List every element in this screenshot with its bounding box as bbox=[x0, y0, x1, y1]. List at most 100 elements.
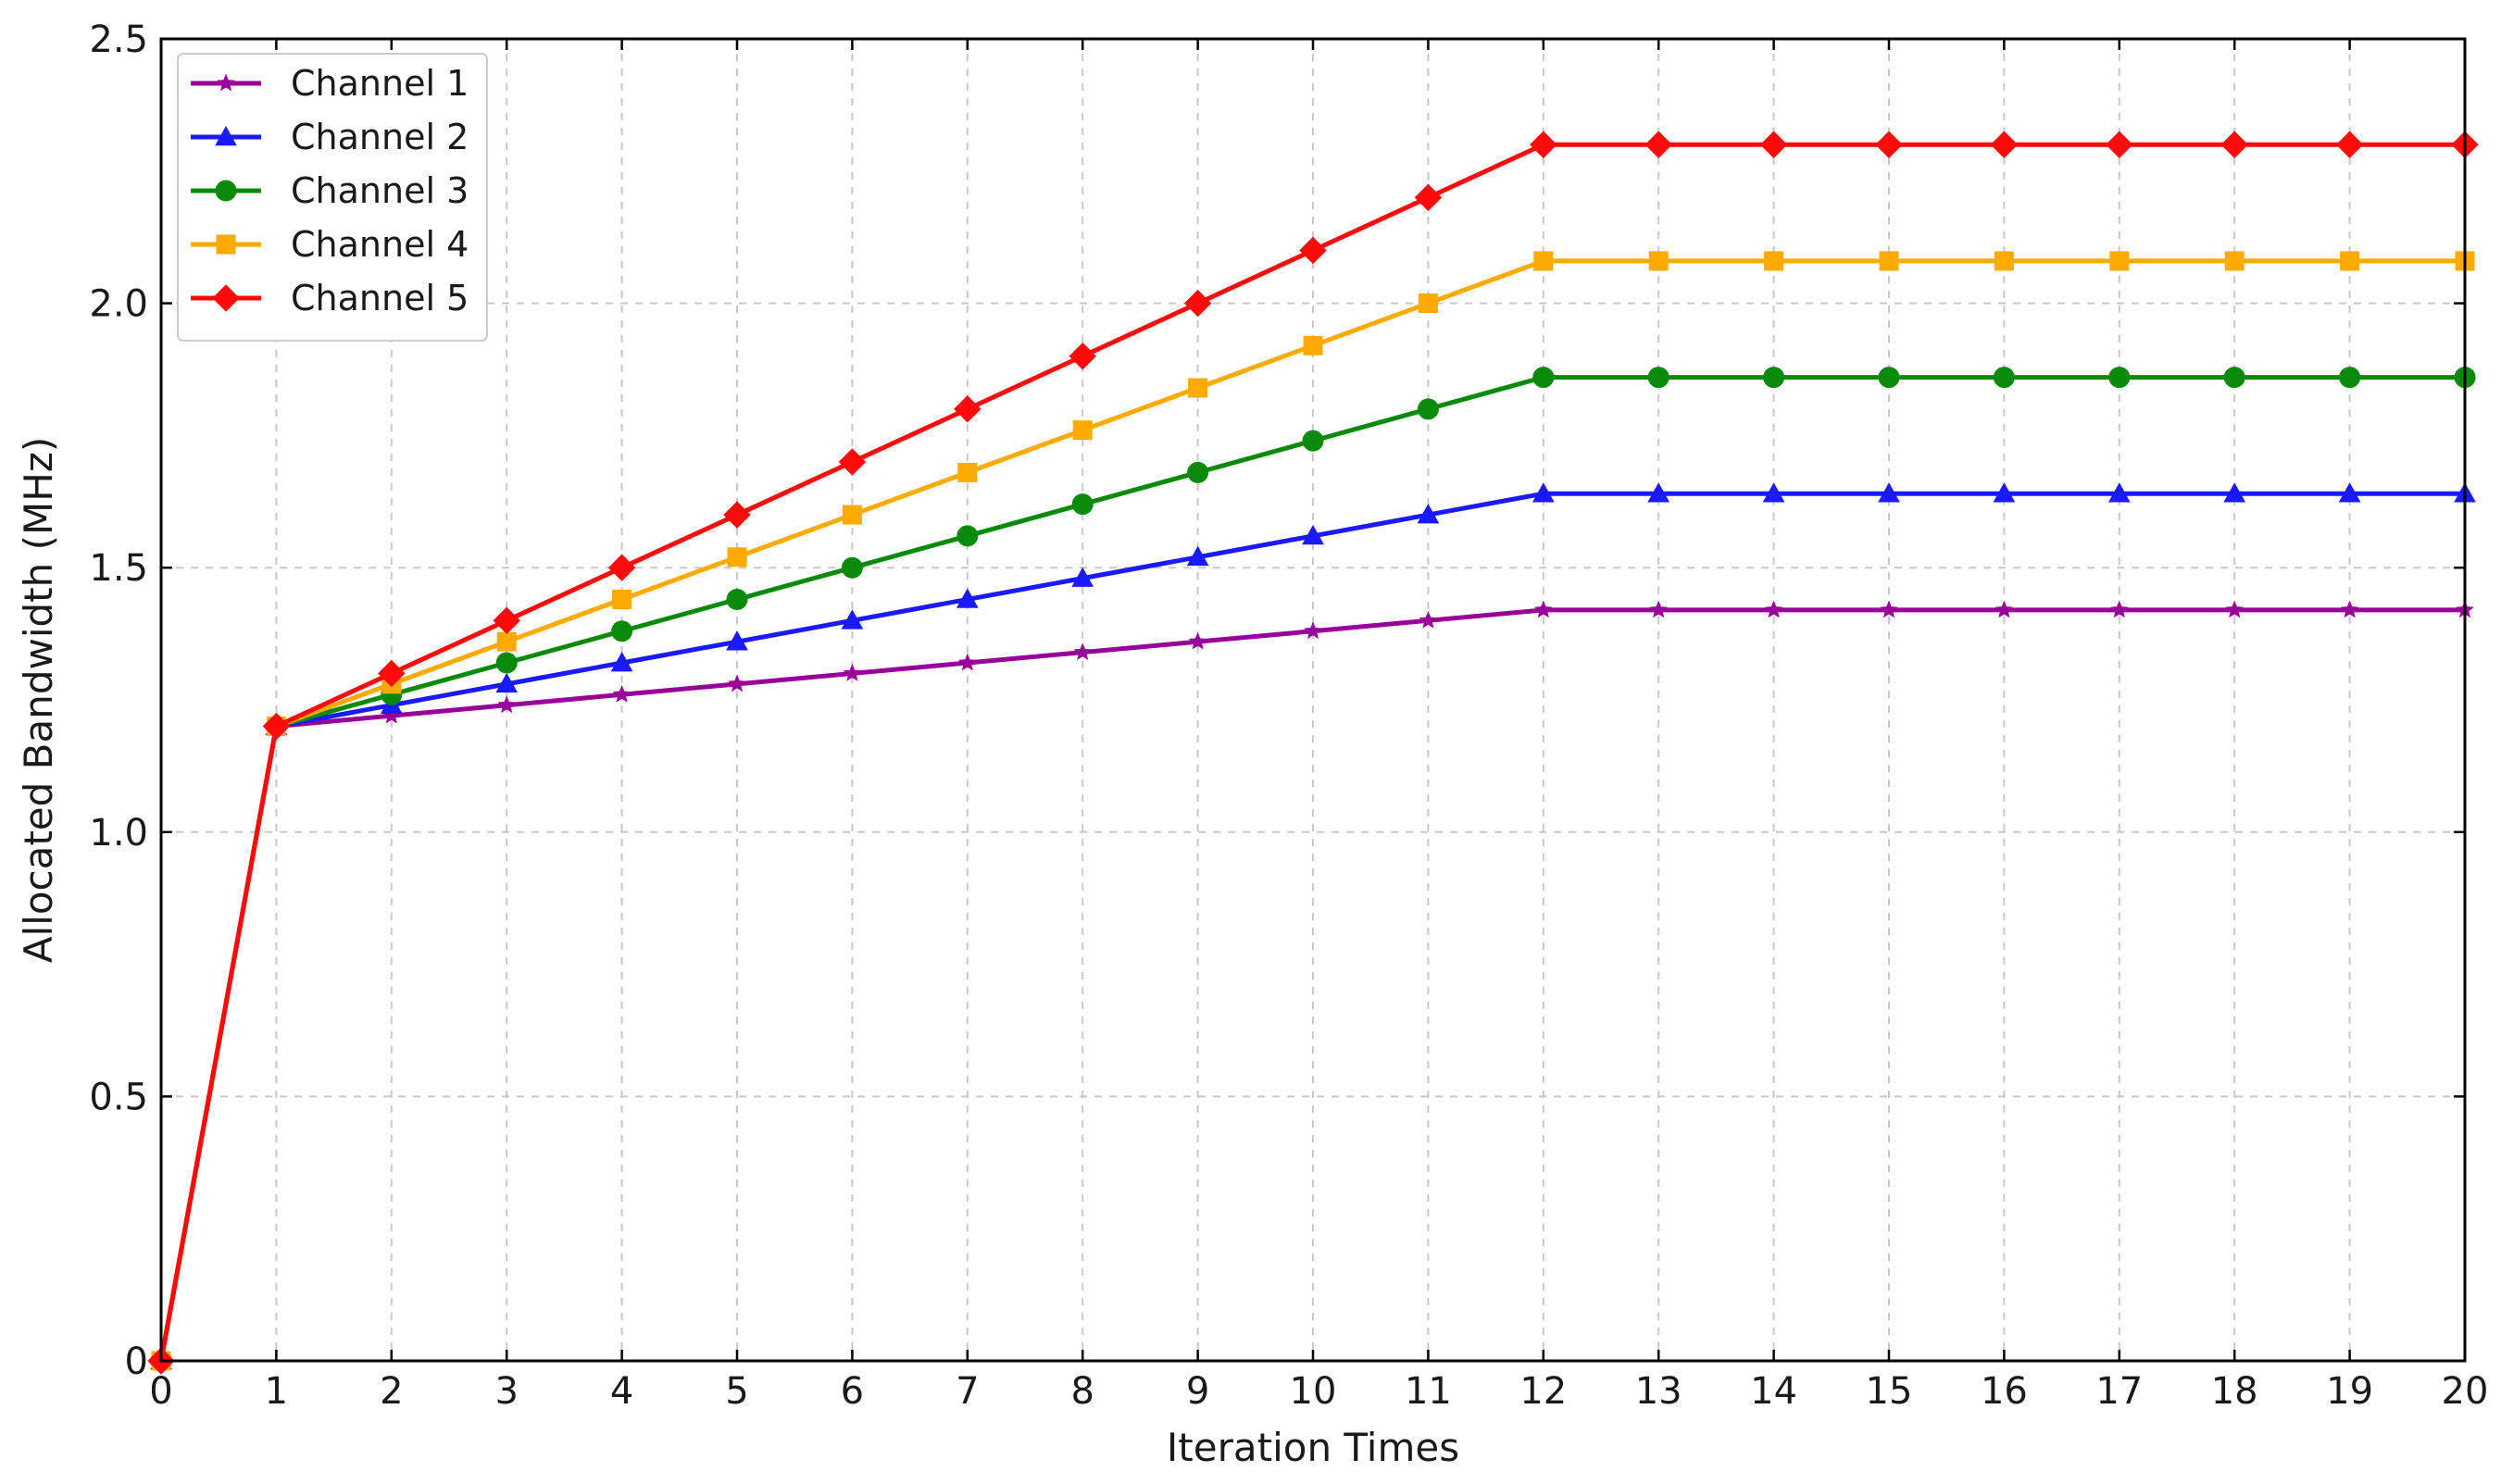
legend-marker bbox=[217, 73, 235, 92]
data-point bbox=[1647, 367, 1669, 389]
grid bbox=[161, 39, 2465, 1361]
data-point bbox=[1530, 131, 1557, 158]
y-tick-label: 1.0 bbox=[89, 812, 148, 854]
data-point bbox=[841, 556, 863, 579]
series-1 bbox=[152, 600, 2474, 1369]
data-point bbox=[841, 609, 864, 630]
data-point bbox=[1648, 251, 1669, 271]
data-point bbox=[1072, 420, 1093, 441]
data-point bbox=[2335, 131, 2364, 158]
data-point bbox=[1303, 335, 1323, 355]
data-point bbox=[1299, 236, 1327, 265]
x-tick-label: 0 bbox=[149, 1370, 172, 1413]
y-tick-label: 1.5 bbox=[89, 547, 148, 590]
data-point bbox=[493, 606, 520, 635]
data-point bbox=[611, 620, 633, 642]
data-point bbox=[1532, 482, 1555, 503]
data-point bbox=[957, 462, 978, 482]
legend-item: Channel 5 bbox=[191, 278, 469, 318]
x-tick-label: 17 bbox=[2095, 1370, 2143, 1413]
legend-label: Channel 4 bbox=[291, 224, 469, 265]
data-point bbox=[1188, 378, 1208, 398]
axis-ticks: 0 1 2 3 4 5 6 7 8 9 10 11 12 13 14 15 16 17 18 19 2000.51.01… bbox=[89, 19, 2488, 1413]
data-point bbox=[2339, 367, 2361, 389]
data-point bbox=[607, 554, 636, 581]
data-point bbox=[1878, 482, 1900, 503]
data-point bbox=[2106, 131, 2133, 158]
legend-item: Channel 3 bbox=[191, 170, 469, 211]
data-point bbox=[1419, 610, 1438, 629]
x-tick-label: 9 bbox=[1186, 1370, 1209, 1413]
data-point bbox=[262, 712, 291, 741]
x-tick-label: 15 bbox=[1866, 1370, 1913, 1413]
data-point bbox=[1071, 567, 1094, 587]
data-point bbox=[2340, 251, 2360, 271]
legend-item: Channel 2 bbox=[191, 117, 469, 157]
data-point bbox=[1764, 600, 1783, 618]
data-point bbox=[1073, 642, 1093, 660]
data-point bbox=[2109, 251, 2130, 271]
data-point bbox=[1993, 482, 2016, 503]
data-point bbox=[610, 651, 633, 672]
x-tick-label: 14 bbox=[1750, 1370, 1797, 1413]
x-tick-label: 10 bbox=[1290, 1370, 1337, 1413]
data-point bbox=[1304, 621, 1322, 640]
legend-item: Channel 1 bbox=[191, 63, 469, 104]
data-point bbox=[2108, 367, 2131, 389]
x-tick-label: 20 bbox=[2442, 1370, 2489, 1413]
x-tick-label: 6 bbox=[841, 1370, 864, 1413]
y-axis-title: Allocated Bandwidth (MHz) bbox=[16, 437, 61, 964]
data-point bbox=[1759, 131, 1788, 158]
data-point bbox=[1993, 367, 2015, 389]
x-tick-label: 19 bbox=[2326, 1370, 2373, 1413]
data-point bbox=[957, 653, 977, 671]
x-tick-label: 11 bbox=[1405, 1370, 1452, 1413]
data-point bbox=[495, 672, 519, 693]
data-point bbox=[1990, 131, 2019, 158]
x-tick-label: 16 bbox=[1981, 1370, 2028, 1413]
data-point bbox=[1644, 131, 1672, 158]
x-tick-label: 18 bbox=[2211, 1370, 2258, 1413]
data-point bbox=[378, 659, 406, 688]
x-tick-label: 12 bbox=[1519, 1370, 1567, 1413]
legend-item: Channel 4 bbox=[191, 224, 469, 265]
data-point bbox=[2338, 482, 2361, 503]
data-point bbox=[728, 674, 746, 692]
data-point bbox=[726, 630, 748, 651]
data-point bbox=[1302, 524, 1324, 545]
data-point bbox=[1649, 600, 1669, 618]
data-point bbox=[1071, 493, 1094, 516]
y-tick-label: 2.0 bbox=[89, 283, 148, 326]
series-layer bbox=[147, 131, 2479, 1375]
legend-label: Channel 5 bbox=[291, 278, 469, 318]
data-point bbox=[1875, 131, 1903, 158]
x-tick-label: 4 bbox=[610, 1370, 633, 1413]
y-tick-label: 0 bbox=[125, 1341, 148, 1383]
x-tick-label: 7 bbox=[956, 1370, 979, 1413]
data-point bbox=[1763, 367, 1785, 389]
data-point bbox=[954, 395, 982, 423]
data-point bbox=[727, 547, 747, 567]
data-point bbox=[2223, 482, 2246, 503]
data-point bbox=[1417, 504, 1440, 524]
data-point bbox=[1302, 430, 1324, 452]
data-point bbox=[2340, 600, 2359, 618]
data-point bbox=[843, 664, 862, 681]
x-tick-label: 13 bbox=[1635, 1370, 1682, 1413]
data-point bbox=[838, 448, 867, 476]
data-point bbox=[2109, 600, 2129, 618]
x-tick-label: 3 bbox=[494, 1370, 518, 1413]
x-tick-label: 1 bbox=[265, 1370, 288, 1413]
data-point bbox=[1069, 343, 1096, 370]
data-point bbox=[1995, 600, 2014, 618]
data-point bbox=[1188, 631, 1207, 650]
data-point bbox=[495, 652, 518, 674]
legend-marker bbox=[215, 180, 237, 202]
data-point bbox=[1533, 600, 1553, 618]
legend-marker bbox=[216, 234, 236, 255]
data-point bbox=[1418, 293, 1438, 314]
data-point bbox=[1647, 482, 1670, 503]
data-point bbox=[497, 695, 517, 714]
data-point bbox=[957, 525, 979, 547]
